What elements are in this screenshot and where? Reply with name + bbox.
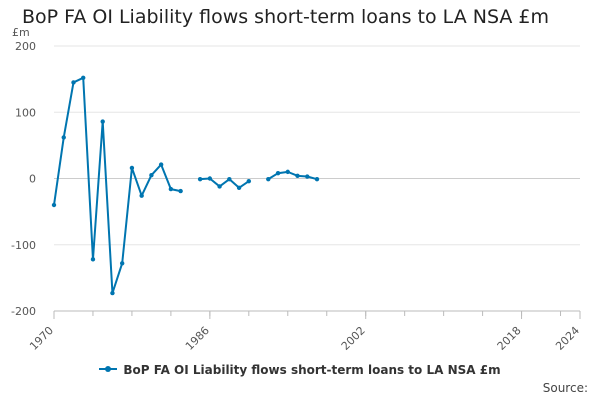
legend-swatch-icon bbox=[99, 365, 118, 372]
x-tick-label: 2002 bbox=[339, 324, 368, 353]
data-point bbox=[129, 165, 135, 171]
legend-label: BoP FA OI Liability flows short-term loa… bbox=[123, 363, 501, 377]
data-point bbox=[110, 290, 115, 296]
series-line-segment bbox=[53, 76, 181, 295]
data-point bbox=[207, 176, 213, 181]
data-point bbox=[236, 185, 242, 190]
data-point bbox=[61, 135, 66, 140]
y-tick-label: 200 bbox=[15, 40, 36, 53]
data-point bbox=[295, 173, 300, 179]
data-point bbox=[285, 169, 290, 175]
x-tick-label: 1970 bbox=[27, 324, 56, 353]
legend[interactable]: BoP FA OI Liability flows short-term loa… bbox=[0, 363, 600, 377]
data-point bbox=[71, 80, 76, 85]
data-point bbox=[149, 172, 154, 178]
data-point bbox=[217, 184, 222, 189]
series-layer bbox=[51, 75, 320, 296]
source-label: Source: bbox=[542, 381, 588, 395]
data-point bbox=[314, 176, 320, 182]
data-point bbox=[305, 174, 310, 179]
x-tick-label: 2024 bbox=[553, 324, 582, 353]
data-point bbox=[158, 162, 164, 167]
y-axis-unit-label: £m bbox=[12, 26, 30, 39]
chart-title: BoP FA OI Liability flows short-term loa… bbox=[22, 6, 549, 28]
data-point bbox=[275, 171, 281, 176]
data-point bbox=[119, 261, 125, 266]
series-line-segment bbox=[200, 177, 250, 189]
x-tick-label: 1986 bbox=[183, 324, 212, 353]
y-tick-label: 100 bbox=[15, 106, 36, 119]
data-point bbox=[51, 202, 57, 208]
data-point bbox=[178, 188, 183, 194]
data-point bbox=[168, 186, 174, 192]
data-point bbox=[139, 193, 144, 198]
data-point bbox=[90, 257, 96, 262]
x-tick-label: 2018 bbox=[495, 324, 524, 353]
data-point bbox=[100, 119, 105, 124]
data-point bbox=[197, 176, 203, 182]
data-point bbox=[227, 176, 232, 182]
y-tick-label: -100 bbox=[11, 239, 36, 252]
y-tick-label: -200 bbox=[11, 305, 36, 318]
y-tick-label: 0 bbox=[29, 173, 36, 186]
data-point bbox=[246, 178, 252, 184]
data-point bbox=[81, 75, 86, 81]
data-point bbox=[266, 176, 271, 182]
